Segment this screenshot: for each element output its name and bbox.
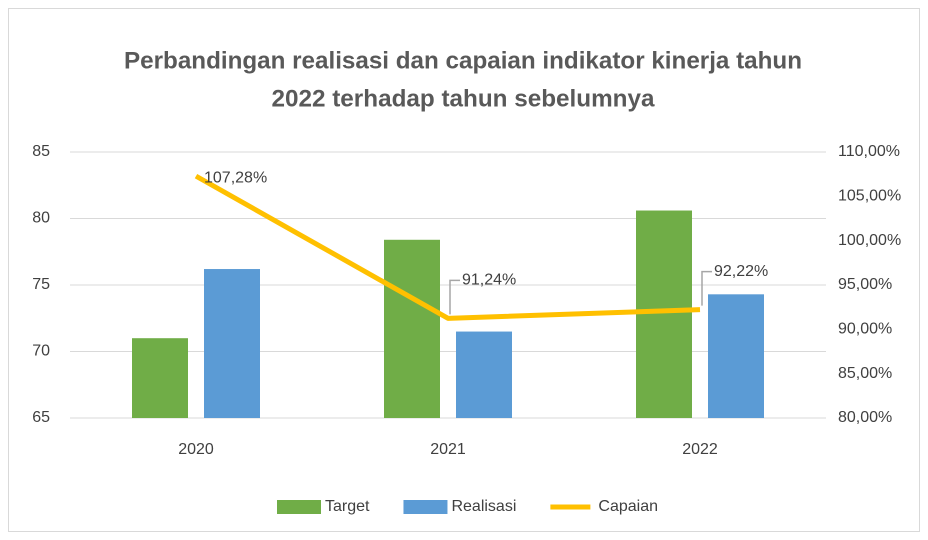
- bar: [384, 239, 440, 418]
- chart-title: Perbandingan realisasi dan capaian indik…: [124, 47, 802, 74]
- y2-tick-label: 100,00%: [838, 232, 901, 249]
- y2-tick-label: 90,00%: [838, 321, 892, 338]
- y-tick-label: 85: [32, 143, 50, 160]
- leader-line: [701, 270, 712, 306]
- chart-title: 2022 terhadap tahun sebelumnya: [272, 85, 656, 112]
- line: [194, 173, 701, 321]
- y-tick-label: 75: [32, 276, 50, 293]
- bar: [708, 294, 764, 418]
- legend-label: Target: [325, 498, 370, 515]
- x-tick-label: 2022: [682, 441, 718, 458]
- data-label: 107,28%: [204, 169, 267, 186]
- bar: [456, 331, 512, 418]
- x-tick-label: 2021: [430, 441, 466, 458]
- chart-border: [8, 8, 920, 532]
- data-label: 92,22%: [714, 263, 768, 280]
- bar: [204, 269, 260, 418]
- y-tick-label: 70: [32, 343, 50, 360]
- legend-swatch: [403, 500, 448, 514]
- y2-tick-label: 95,00%: [838, 276, 892, 293]
- y2-tick-label: 85,00%: [838, 365, 892, 382]
- leader-line: [449, 279, 460, 315]
- y2-tick-label: 110,00%: [838, 143, 900, 160]
- legend-label: Realisasi: [451, 498, 516, 515]
- y-tick-label: 65: [32, 409, 50, 426]
- legend-swatch: [277, 500, 321, 514]
- y2-tick-label: 105,00%: [838, 188, 901, 205]
- data-label: 91,24%: [462, 272, 516, 289]
- legend-label: Capaian: [598, 498, 658, 515]
- bar: [636, 210, 692, 418]
- y2-tick-label: 80,00%: [838, 409, 892, 426]
- bar: [132, 338, 188, 418]
- x-tick-label: 2020: [178, 441, 214, 458]
- y-tick-label: 80: [32, 210, 50, 227]
